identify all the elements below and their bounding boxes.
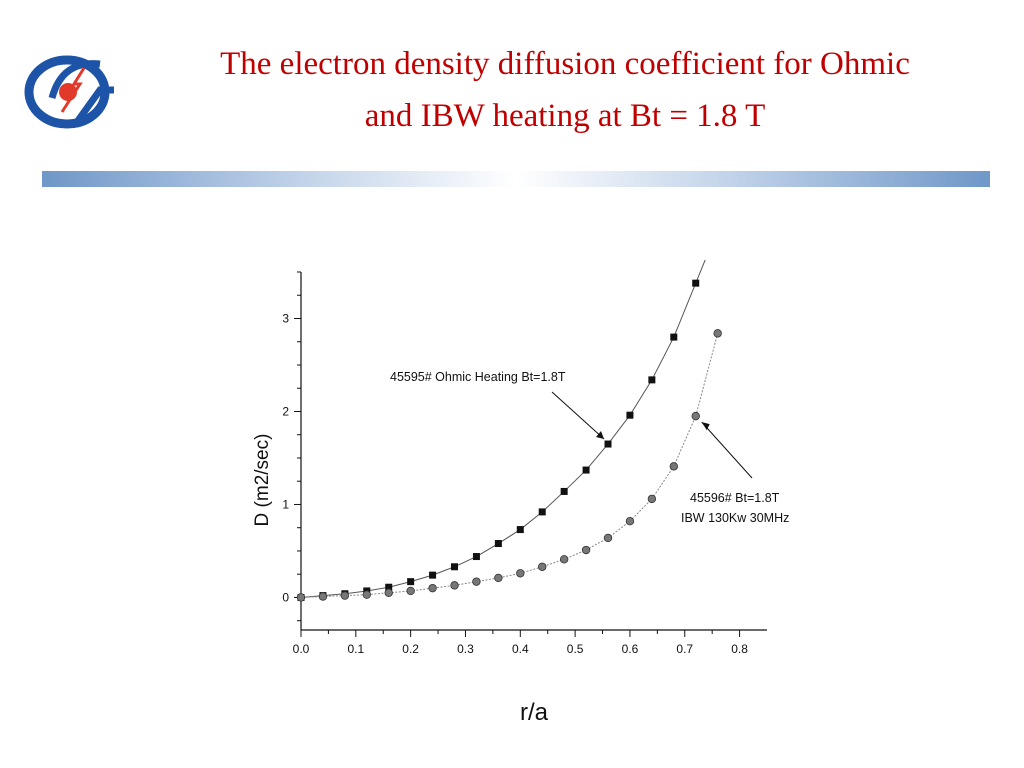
ohmic-data-point (626, 411, 634, 419)
ibw-annotation-label-1: 45596# Bt=1.8T (690, 491, 780, 505)
diffusion-chart: 0.0 0.1 0.2 0.3 0.4 0.5 0.6 0.7 0.8 0 1 2 3 45595# O… (252, 260, 789, 726)
x-tick-label: 0.8 (731, 642, 748, 656)
chart-annotations: 45595# Ohmic Heating Bt=1.8T 45596# Bt=1.… (390, 370, 789, 525)
title-divider-bar (42, 171, 990, 187)
ibw-data-point (691, 411, 700, 421)
ohmic-data-point (582, 466, 590, 474)
ohmic-data-point (516, 526, 524, 534)
y-tick-label: 0 (282, 590, 289, 604)
y-axis-label: D (m2/sec) (252, 434, 273, 527)
ibw-data-point (450, 581, 459, 590)
ohmic-annotation-arrow (551, 391, 605, 440)
ibw-data-point (669, 462, 678, 471)
ohmic-fit-line (300, 260, 706, 598)
ibw-data-point (494, 573, 503, 583)
ibw-data-point (603, 533, 613, 543)
x-tick-label: 0.2 (402, 642, 419, 656)
ibw-data-point (384, 588, 393, 598)
ohmic-data-point (429, 571, 437, 579)
ohmic-data-point (494, 540, 502, 548)
ibw-data-point (296, 593, 306, 602)
institute-logo (22, 50, 122, 130)
chart-series-lines (300, 260, 719, 598)
slide-title-line1: The electron density diffusion coefficie… (220, 46, 910, 82)
ibw-data-point (472, 577, 481, 586)
slide-title: The electron density diffusion coefficie… (140, 38, 990, 142)
x-tick-label: 0.3 (457, 642, 474, 656)
ibw-annotation-label-2: IBW 130Kw 30MHz (681, 511, 789, 525)
ibw-data-point (516, 569, 525, 578)
ibw-data-point (538, 562, 547, 571)
ohmic-data-point (560, 487, 568, 495)
y-tick-label: 2 (282, 404, 289, 418)
x-tick-label: 0.7 (676, 642, 693, 656)
y-tick-label: 1 (282, 497, 289, 511)
ibw-annotation-arrow (701, 421, 753, 479)
ohmic-data-point (604, 440, 612, 448)
ibw-data-point (581, 545, 591, 555)
institute-logo-icon (24, 55, 114, 129)
ibw-data-point (362, 590, 371, 599)
ibw-data-point (406, 586, 415, 596)
ohmic-arrow-head (596, 431, 605, 440)
ibw-arrow-head (701, 422, 710, 431)
x-axis-label: r/a (520, 699, 549, 726)
ohmic-data-point (670, 333, 678, 341)
ohmic-data-point (385, 583, 393, 591)
x-tick-label: 0.6 (622, 642, 639, 656)
ohmic-data-point (407, 578, 415, 586)
ibw-data-point (428, 583, 437, 593)
ibw-data-point (625, 517, 635, 526)
ohmic-annotation-label: 45595# Ohmic Heating Bt=1.8T (390, 370, 566, 384)
ohmic-data-point (692, 279, 700, 287)
y-tick-label: 3 (282, 311, 289, 325)
ibw-data-point (559, 555, 569, 564)
slide-title-line2: and IBW heating at Bt = 1.8 T (364, 98, 766, 134)
ibw-data-point (713, 329, 722, 338)
x-tick-label: 0.0 (293, 642, 310, 656)
ohmic-data-point (472, 553, 480, 561)
ohmic-data-point (451, 563, 459, 571)
ibw-data-point (318, 592, 328, 601)
ibw-data-point (647, 494, 657, 504)
ohmic-data-point (648, 376, 656, 384)
x-tick-label: 0.4 (512, 642, 529, 656)
chart-axes: 0.0 0.1 0.2 0.3 0.4 0.5 0.6 0.7 0.8 0 1 2 3 (282, 271, 767, 656)
chart-series-points (296, 279, 722, 602)
x-tick-label: 0.5 (567, 642, 584, 656)
x-tick-label: 0.1 (347, 642, 364, 656)
ohmic-data-point (538, 508, 546, 516)
ibw-data-point (340, 591, 350, 600)
